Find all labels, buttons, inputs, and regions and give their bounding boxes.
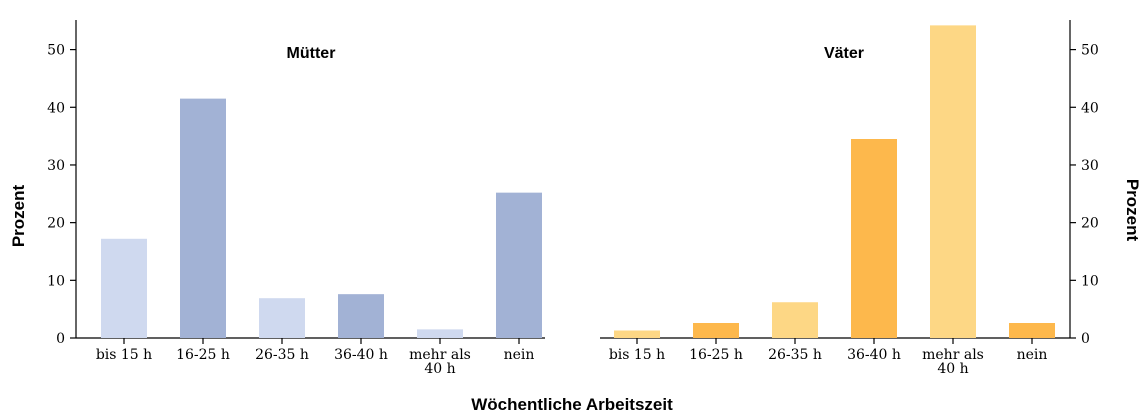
category-label: mehr als 40 h: [409, 347, 471, 377]
category-label: bis 15 h: [609, 347, 665, 363]
bar-vaeter-2: [693, 323, 739, 338]
x-axis-label: Wöchentliche Arbeitszeit: [471, 395, 673, 414]
y-tick-label: 40: [47, 100, 65, 116]
bar-muetter-4: [338, 294, 384, 338]
y-tick-label: 0: [1081, 331, 1090, 347]
category-label: nein: [504, 347, 535, 363]
category-label: 16-25 h: [689, 347, 743, 363]
bar-muetter-1: [101, 238, 147, 338]
y-tick-label: 50: [1081, 43, 1099, 59]
y-axis-label-left: Prozent: [9, 184, 28, 247]
category-label: 36-40 h: [847, 347, 901, 363]
y-tick-label: 0: [56, 331, 65, 347]
y-tick-label: 30: [47, 158, 65, 174]
category-label: 26-35 h: [255, 347, 309, 363]
panel-vaeter: 0 10 20 30 40 50 bis 15 h 16-25 h 26-35 h 36-40 h…: [600, 20, 1099, 377]
y-tick-label: 50: [47, 43, 65, 59]
y-tick-label: 10: [47, 273, 65, 289]
bar-muetter-2: [180, 98, 226, 339]
y-tick-label: 30: [1081, 158, 1099, 174]
panel-muetter: 0 10 20 30 40 50 bis 15 h 16-25 h 26-35 h 36-40 h…: [47, 20, 545, 377]
bar-vaeter-1: [614, 330, 660, 338]
bar-muetter-6: [496, 192, 542, 338]
y-tick-label: 40: [1081, 100, 1099, 116]
panel-title: Väter: [824, 45, 864, 62]
panel-title: Mütter: [287, 45, 336, 62]
y-axis-label-right: Prozent: [1123, 179, 1142, 242]
category-label: 26-35 h: [768, 347, 822, 363]
bar-vaeter-6: [1009, 323, 1055, 338]
bar-vaeter-4: [851, 139, 897, 338]
y-tick-label: 20: [1081, 216, 1099, 232]
bar-muetter-5: [417, 329, 463, 338]
bar-vaeter-5: [930, 25, 976, 339]
category-label: 16-25 h: [176, 347, 230, 363]
y-tick-label: 10: [1081, 273, 1099, 289]
category-label: mehr als 40 h: [922, 347, 984, 377]
bar-muetter-3: [259, 298, 305, 338]
y-tick-label: 20: [47, 216, 65, 232]
category-label: 36-40 h: [334, 347, 388, 363]
category-label: nein: [1017, 347, 1048, 363]
bar-vaeter-3: [772, 302, 818, 338]
category-label: bis 15 h: [96, 347, 152, 363]
